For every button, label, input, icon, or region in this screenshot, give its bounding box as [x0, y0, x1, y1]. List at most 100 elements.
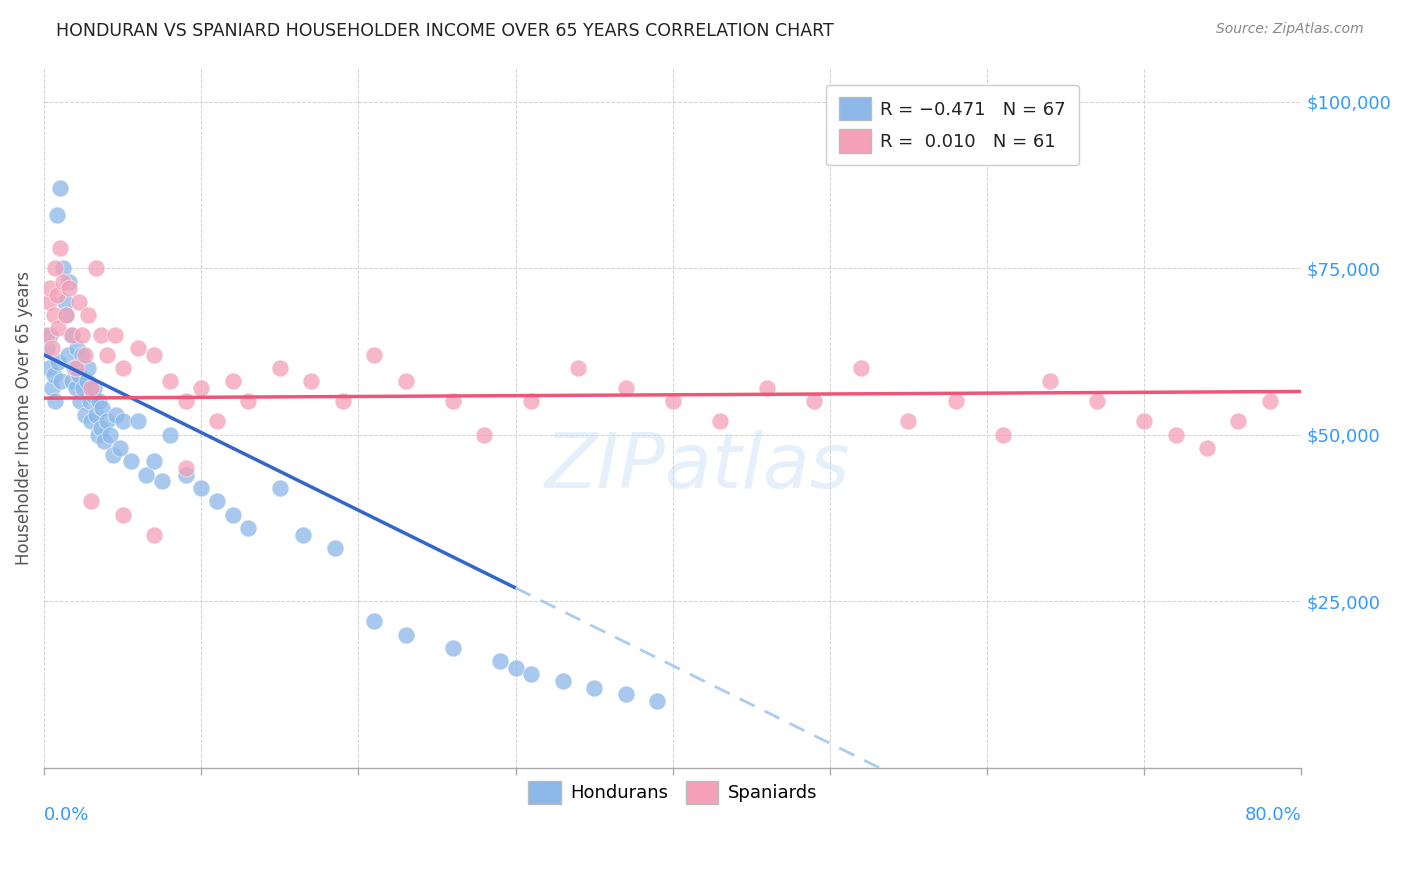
- Point: [205, 494, 228, 508]
- Point: [93, 434, 115, 449]
- Point: [80, 494, 103, 508]
- Point: [82, 388, 104, 402]
- Point: [111, 414, 134, 428]
- Point: [86, 427, 108, 442]
- Point: [69, 394, 91, 409]
- Point: [39, 281, 62, 295]
- Point: [77, 308, 100, 322]
- Point: [363, 348, 385, 362]
- Point: [52, 261, 75, 276]
- Point: [37, 327, 59, 342]
- Point: [363, 614, 385, 628]
- Point: [551, 674, 574, 689]
- Point: [143, 454, 166, 468]
- Point: [105, 408, 128, 422]
- Point: [49, 181, 72, 195]
- Point: [80, 381, 103, 395]
- Point: [159, 375, 181, 389]
- Point: [1039, 375, 1062, 389]
- Point: [111, 508, 134, 522]
- Text: 0.0%: 0.0%: [44, 806, 90, 824]
- Point: [269, 481, 291, 495]
- Point: [897, 414, 920, 428]
- Point: [127, 341, 149, 355]
- Point: [38, 294, 60, 309]
- Point: [98, 427, 121, 442]
- Point: [46, 321, 69, 335]
- Point: [60, 375, 83, 389]
- Point: [299, 375, 322, 389]
- Point: [221, 375, 243, 389]
- Point: [65, 381, 87, 395]
- Point: [614, 688, 637, 702]
- Point: [104, 327, 127, 342]
- Point: [488, 654, 510, 668]
- Point: [135, 467, 157, 482]
- Point: [1133, 414, 1156, 428]
- Point: [67, 294, 90, 309]
- Point: [190, 481, 212, 495]
- Point: [58, 281, 80, 295]
- Point: [41, 381, 63, 395]
- Point: [441, 640, 464, 655]
- Point: [505, 661, 527, 675]
- Point: [323, 541, 346, 555]
- Point: [42, 368, 65, 382]
- Point: [120, 454, 142, 468]
- Point: [150, 475, 173, 489]
- Legend: Hondurans, Spaniards: Hondurans, Spaniards: [522, 773, 824, 811]
- Point: [709, 414, 731, 428]
- Point: [38, 361, 60, 376]
- Point: [84, 261, 107, 276]
- Point: [80, 414, 103, 428]
- Point: [103, 448, 125, 462]
- Point: [803, 394, 825, 409]
- Point: [79, 394, 101, 409]
- Point: [76, 375, 98, 389]
- Point: [1085, 394, 1108, 409]
- Point: [52, 275, 75, 289]
- Point: [174, 461, 197, 475]
- Point: [84, 408, 107, 422]
- Point: [59, 327, 82, 342]
- Point: [1258, 394, 1281, 409]
- Point: [174, 394, 197, 409]
- Point: [42, 308, 65, 322]
- Point: [127, 414, 149, 428]
- Point: [1195, 441, 1218, 455]
- Point: [851, 361, 873, 376]
- Point: [567, 361, 589, 376]
- Point: [394, 375, 416, 389]
- Point: [60, 327, 83, 342]
- Point: [90, 327, 112, 342]
- Point: [65, 361, 87, 376]
- Point: [238, 521, 260, 535]
- Point: [945, 394, 967, 409]
- Point: [51, 375, 73, 389]
- Point: [70, 348, 93, 362]
- Point: [190, 381, 212, 395]
- Point: [614, 381, 637, 395]
- Y-axis label: Householder Income Over 65 years: Householder Income Over 65 years: [15, 271, 32, 566]
- Point: [520, 667, 543, 681]
- Point: [41, 341, 63, 355]
- Point: [159, 427, 181, 442]
- Point: [520, 394, 543, 409]
- Point: [55, 308, 77, 322]
- Point: [39, 327, 62, 342]
- Point: [991, 427, 1014, 442]
- Point: [1227, 414, 1250, 428]
- Point: [63, 361, 86, 376]
- Point: [174, 467, 197, 482]
- Text: ZIPatlas: ZIPatlas: [546, 430, 851, 504]
- Point: [56, 348, 79, 362]
- Point: [472, 427, 495, 442]
- Point: [1164, 427, 1187, 442]
- Point: [83, 381, 105, 395]
- Point: [96, 414, 118, 428]
- Point: [55, 308, 77, 322]
- Point: [44, 261, 66, 276]
- Point: [67, 368, 90, 382]
- Point: [221, 508, 243, 522]
- Point: [108, 441, 131, 455]
